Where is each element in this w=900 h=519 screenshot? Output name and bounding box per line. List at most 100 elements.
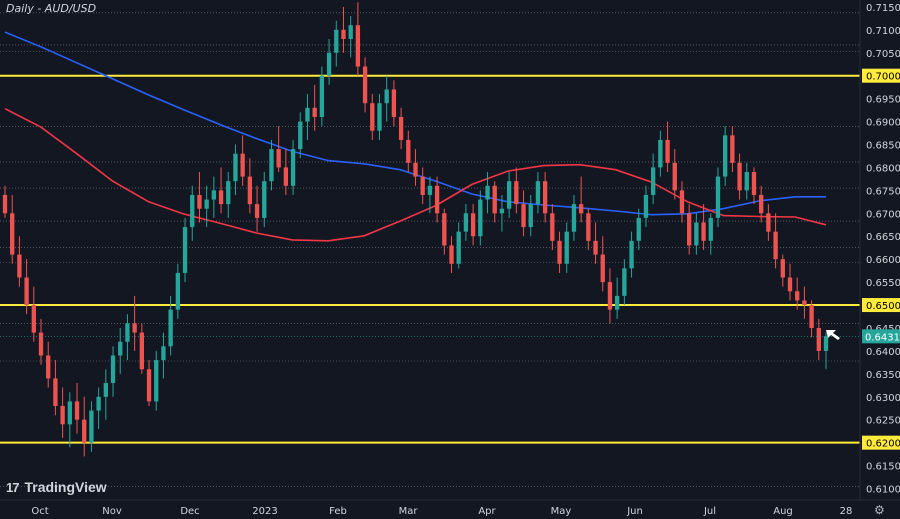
- candle-body: [614, 295, 620, 310]
- candle-body: [434, 185, 440, 214]
- candle-body: [528, 204, 533, 228]
- candle-body: [809, 305, 814, 328]
- candle-body: [103, 383, 108, 397]
- current-price-box: [862, 329, 900, 344]
- candle-body: [470, 213, 476, 237]
- time-tick-label: Dec: [180, 506, 199, 517]
- candle-body: [420, 176, 425, 195]
- tradingview-logo[interactable]: 17 TradingView: [6, 479, 107, 495]
- candle-body: [362, 66, 368, 104]
- candle-body: [269, 149, 274, 182]
- candle-body: [780, 259, 785, 278]
- candle-body: [485, 185, 490, 200]
- candle-body: [687, 213, 692, 246]
- time-tick-label: Feb: [329, 506, 347, 517]
- candle-body: [254, 204, 260, 218]
- candle-body: [456, 231, 461, 264]
- candle-body: [190, 194, 195, 228]
- candle-body: [542, 181, 548, 214]
- candle-body: [233, 153, 238, 182]
- candle-body: [240, 153, 245, 177]
- candle-body: [53, 378, 58, 406]
- candle-body: [766, 213, 771, 232]
- arrow-annotation: [826, 330, 840, 340]
- candle-body: [384, 89, 389, 104]
- key-level-badge: [862, 68, 900, 83]
- time-tick-label: 28: [840, 506, 853, 517]
- candle-body: [521, 204, 526, 228]
- moving-average-line: [4, 31, 826, 216]
- candle-body: [24, 277, 29, 306]
- candle-body: [823, 336, 829, 351]
- candle-body: [96, 396, 101, 411]
- logo-mark: 17: [6, 479, 20, 495]
- current-price-badge: 0.64318: [0, 329, 900, 344]
- candle-body: [110, 355, 116, 384]
- candle-body: [305, 107, 310, 122]
- time-tick-label: Apr: [478, 506, 496, 517]
- candle-body: [723, 135, 728, 177]
- candle-body: [593, 240, 598, 255]
- candle-body: [406, 139, 411, 163]
- candle-body: [650, 167, 656, 195]
- candle-body: [355, 25, 361, 67]
- candle-body: [31, 305, 36, 333]
- candle-body: [643, 194, 649, 218]
- candle-body: [564, 231, 569, 264]
- candle-body: [730, 135, 735, 163]
- time-tick-label: 2023: [252, 506, 277, 517]
- candle-body: [679, 190, 685, 214]
- candle-body: [247, 176, 253, 205]
- candle-body: [46, 355, 51, 379]
- chart-title: Daily - AUD/USD: [6, 2, 97, 15]
- candle-body: [2, 194, 8, 214]
- candle-body: [708, 217, 713, 241]
- gear-icon[interactable]: ⚙: [874, 503, 885, 517]
- candle-body: [312, 107, 317, 117]
- candle-body: [67, 401, 72, 425]
- candle-body: [341, 29, 346, 39]
- candle-body: [334, 29, 339, 53]
- candle-body: [211, 190, 217, 200]
- candle-body: [118, 341, 123, 356]
- time-tick-label: Nov: [102, 506, 122, 517]
- candle-body: [154, 360, 159, 402]
- candle-body: [600, 254, 605, 283]
- candle-body: [744, 172, 749, 191]
- candle-body: [82, 419, 87, 443]
- candle-body: [665, 139, 670, 163]
- candle-body: [262, 181, 267, 218]
- candle-body: [290, 149, 296, 186]
- candle-body: [737, 162, 742, 191]
- candle-body: [204, 199, 209, 209]
- candle-body: [578, 204, 584, 214]
- candle-body: [197, 194, 202, 209]
- key-level-label: 0.62000: [866, 439, 900, 450]
- time-axis[interactable]: Oct Nov Dec 2023 Feb Mar Apr May Jun Jul Aug 28: [31, 506, 852, 517]
- candle-body: [622, 268, 627, 296]
- candle-body: [348, 25, 353, 39]
- candle-body: [168, 309, 173, 347]
- candle-body: [636, 217, 641, 241]
- time-tick-label: Oct: [31, 506, 48, 517]
- key-level-lines: [0, 74, 860, 444]
- candle-body: [38, 332, 44, 356]
- candle-body: [125, 323, 130, 342]
